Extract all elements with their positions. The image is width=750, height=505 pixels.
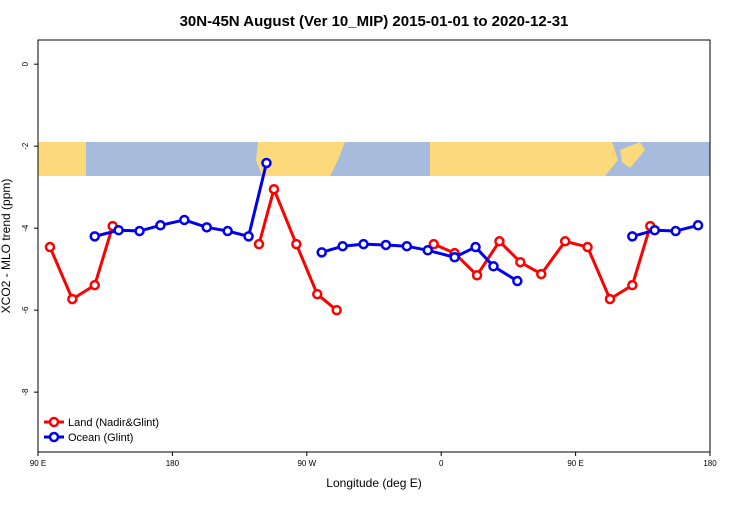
point <box>604 293 616 305</box>
point <box>337 240 348 252</box>
point <box>134 225 145 237</box>
point <box>243 231 254 242</box>
point <box>422 245 434 256</box>
point <box>155 220 166 231</box>
point <box>331 304 342 316</box>
point <box>515 256 526 268</box>
y-tick-label: -4 <box>21 224 30 232</box>
point <box>512 275 523 287</box>
point <box>488 261 499 272</box>
x-axis-label: Longitude (deg E) <box>326 476 421 490</box>
point <box>253 238 265 250</box>
point <box>627 231 638 242</box>
x-tick-label: 0 <box>439 459 444 468</box>
map-band <box>38 142 710 176</box>
point <box>428 238 439 250</box>
y-axis-label: XCO2 - MLO trend (ppm) <box>0 179 13 314</box>
legend-label: Ocean (Glint) <box>68 432 133 444</box>
point <box>559 236 571 247</box>
y-tick-label: -6 <box>21 306 30 314</box>
point <box>649 224 660 236</box>
y-tick-label: -8 <box>21 388 30 396</box>
x-tick-label: 180 <box>166 459 180 468</box>
point <box>692 220 704 231</box>
point <box>471 270 483 281</box>
chart-title: 30N-45N August (Ver 10_MIP) 2015-01-01 t… <box>180 13 569 30</box>
point <box>670 225 681 237</box>
legend-label: Land (Nadir&Glint) <box>68 417 159 429</box>
legend-marker <box>48 431 60 443</box>
point <box>268 183 280 195</box>
point <box>222 225 233 237</box>
point <box>449 252 460 263</box>
y-tick-label: 0 <box>21 61 30 66</box>
point <box>536 268 547 280</box>
y-tick-label: -2 <box>21 142 30 150</box>
point <box>179 214 190 226</box>
point <box>316 247 327 258</box>
point <box>89 279 100 291</box>
point <box>358 238 369 250</box>
point <box>201 222 212 233</box>
point <box>67 293 78 305</box>
plot-frame <box>37 39 711 453</box>
point <box>582 241 593 253</box>
series-line <box>48 184 652 312</box>
x-tick-label: 180 <box>703 459 717 468</box>
x-tick-label: 90 E <box>567 459 583 468</box>
point <box>291 238 302 250</box>
x-tick-label: 90 W <box>297 459 316 468</box>
point <box>44 241 56 253</box>
point <box>401 240 413 252</box>
point <box>380 239 392 251</box>
point <box>89 231 100 242</box>
point <box>627 279 638 291</box>
point <box>261 157 272 169</box>
legend-marker <box>48 416 60 428</box>
point <box>312 288 323 300</box>
x-tick-label: 90 E <box>30 459 46 468</box>
point <box>113 224 124 236</box>
point <box>494 236 505 247</box>
point <box>470 241 481 253</box>
